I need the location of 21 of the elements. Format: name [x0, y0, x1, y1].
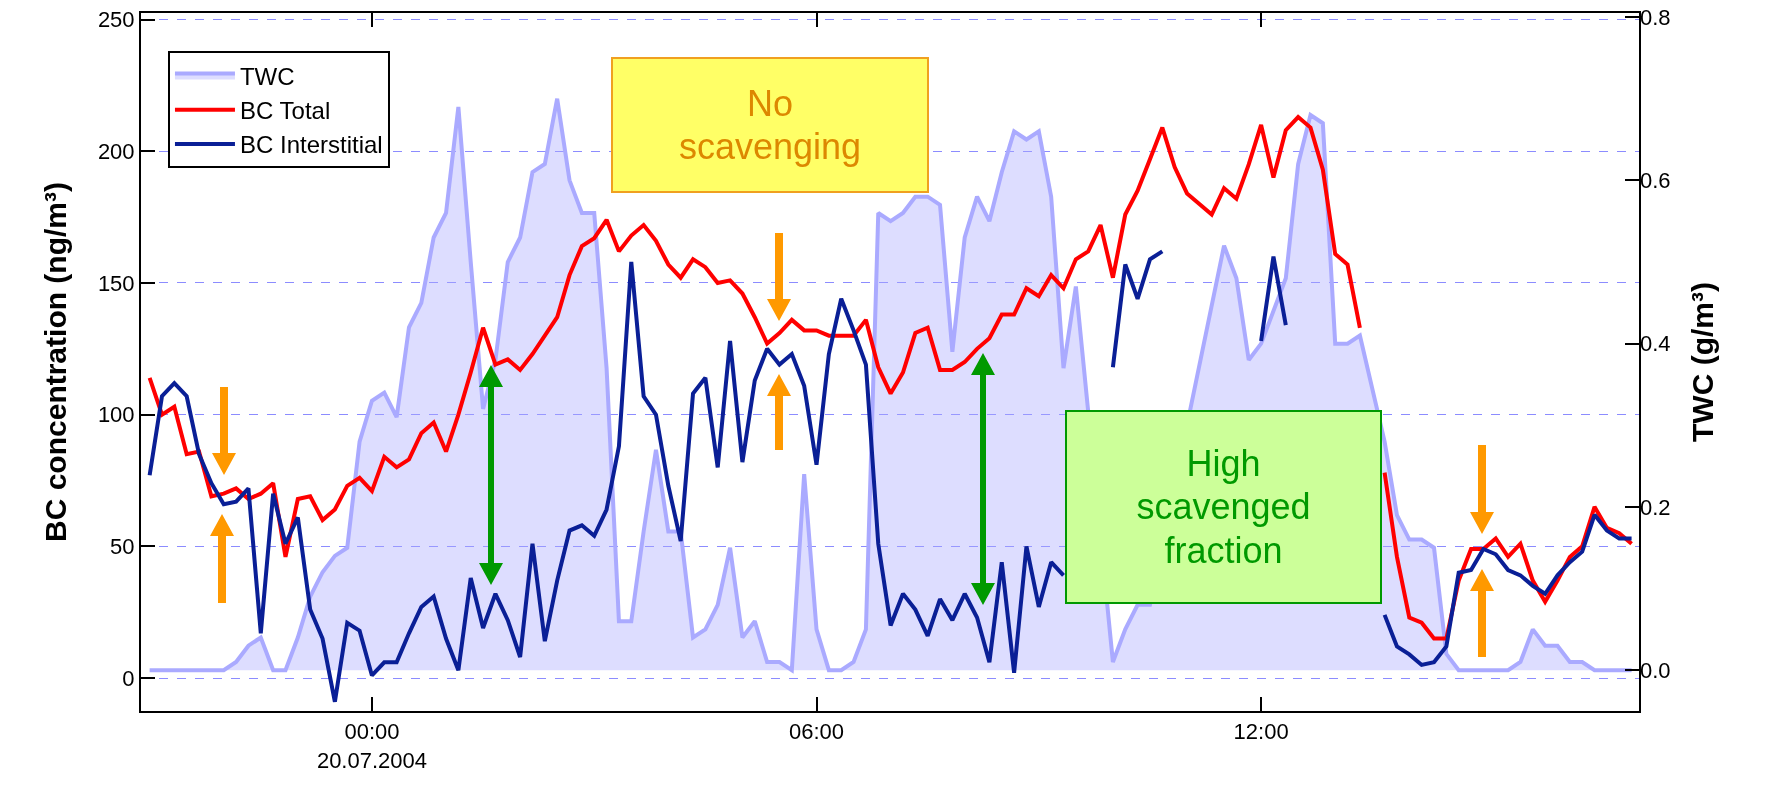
y2-tick-label: 0.6 [1640, 168, 1671, 194]
y-tick-label: 50 [110, 534, 135, 560]
x-tick-label: 06:00 [788, 719, 845, 745]
y-axis-title: BC concentration (ng/m³) [39, 182, 73, 542]
legend-label: BC Interstitial [239, 131, 383, 159]
y-tick-label: 250 [97, 7, 135, 33]
x-tick-label: 00:00 20.07.2004 [316, 719, 427, 773]
y2-tick-label: 0.8 [1640, 4, 1671, 30]
y2-tick-label: 0.2 [1640, 494, 1671, 520]
y-tick-label: 150 [97, 270, 135, 296]
y2-tick-label: 0.0 [1640, 657, 1671, 683]
label-box: No scavenging [611, 57, 929, 193]
y-tick-label: 0 [122, 665, 135, 691]
legend-label: TWC [239, 62, 295, 90]
x-tick-label: 12:00 [1233, 719, 1289, 745]
y-tick-label: 100 [97, 402, 135, 428]
y2-tick-label: 0.4 [1640, 331, 1671, 357]
legend-label: BC Total [239, 97, 331, 125]
y-tick-label: 200 [97, 138, 135, 164]
y2-axis-title: TWC (g/m³) [1686, 282, 1720, 442]
label-box: High scavenged fraction [1065, 410, 1382, 604]
